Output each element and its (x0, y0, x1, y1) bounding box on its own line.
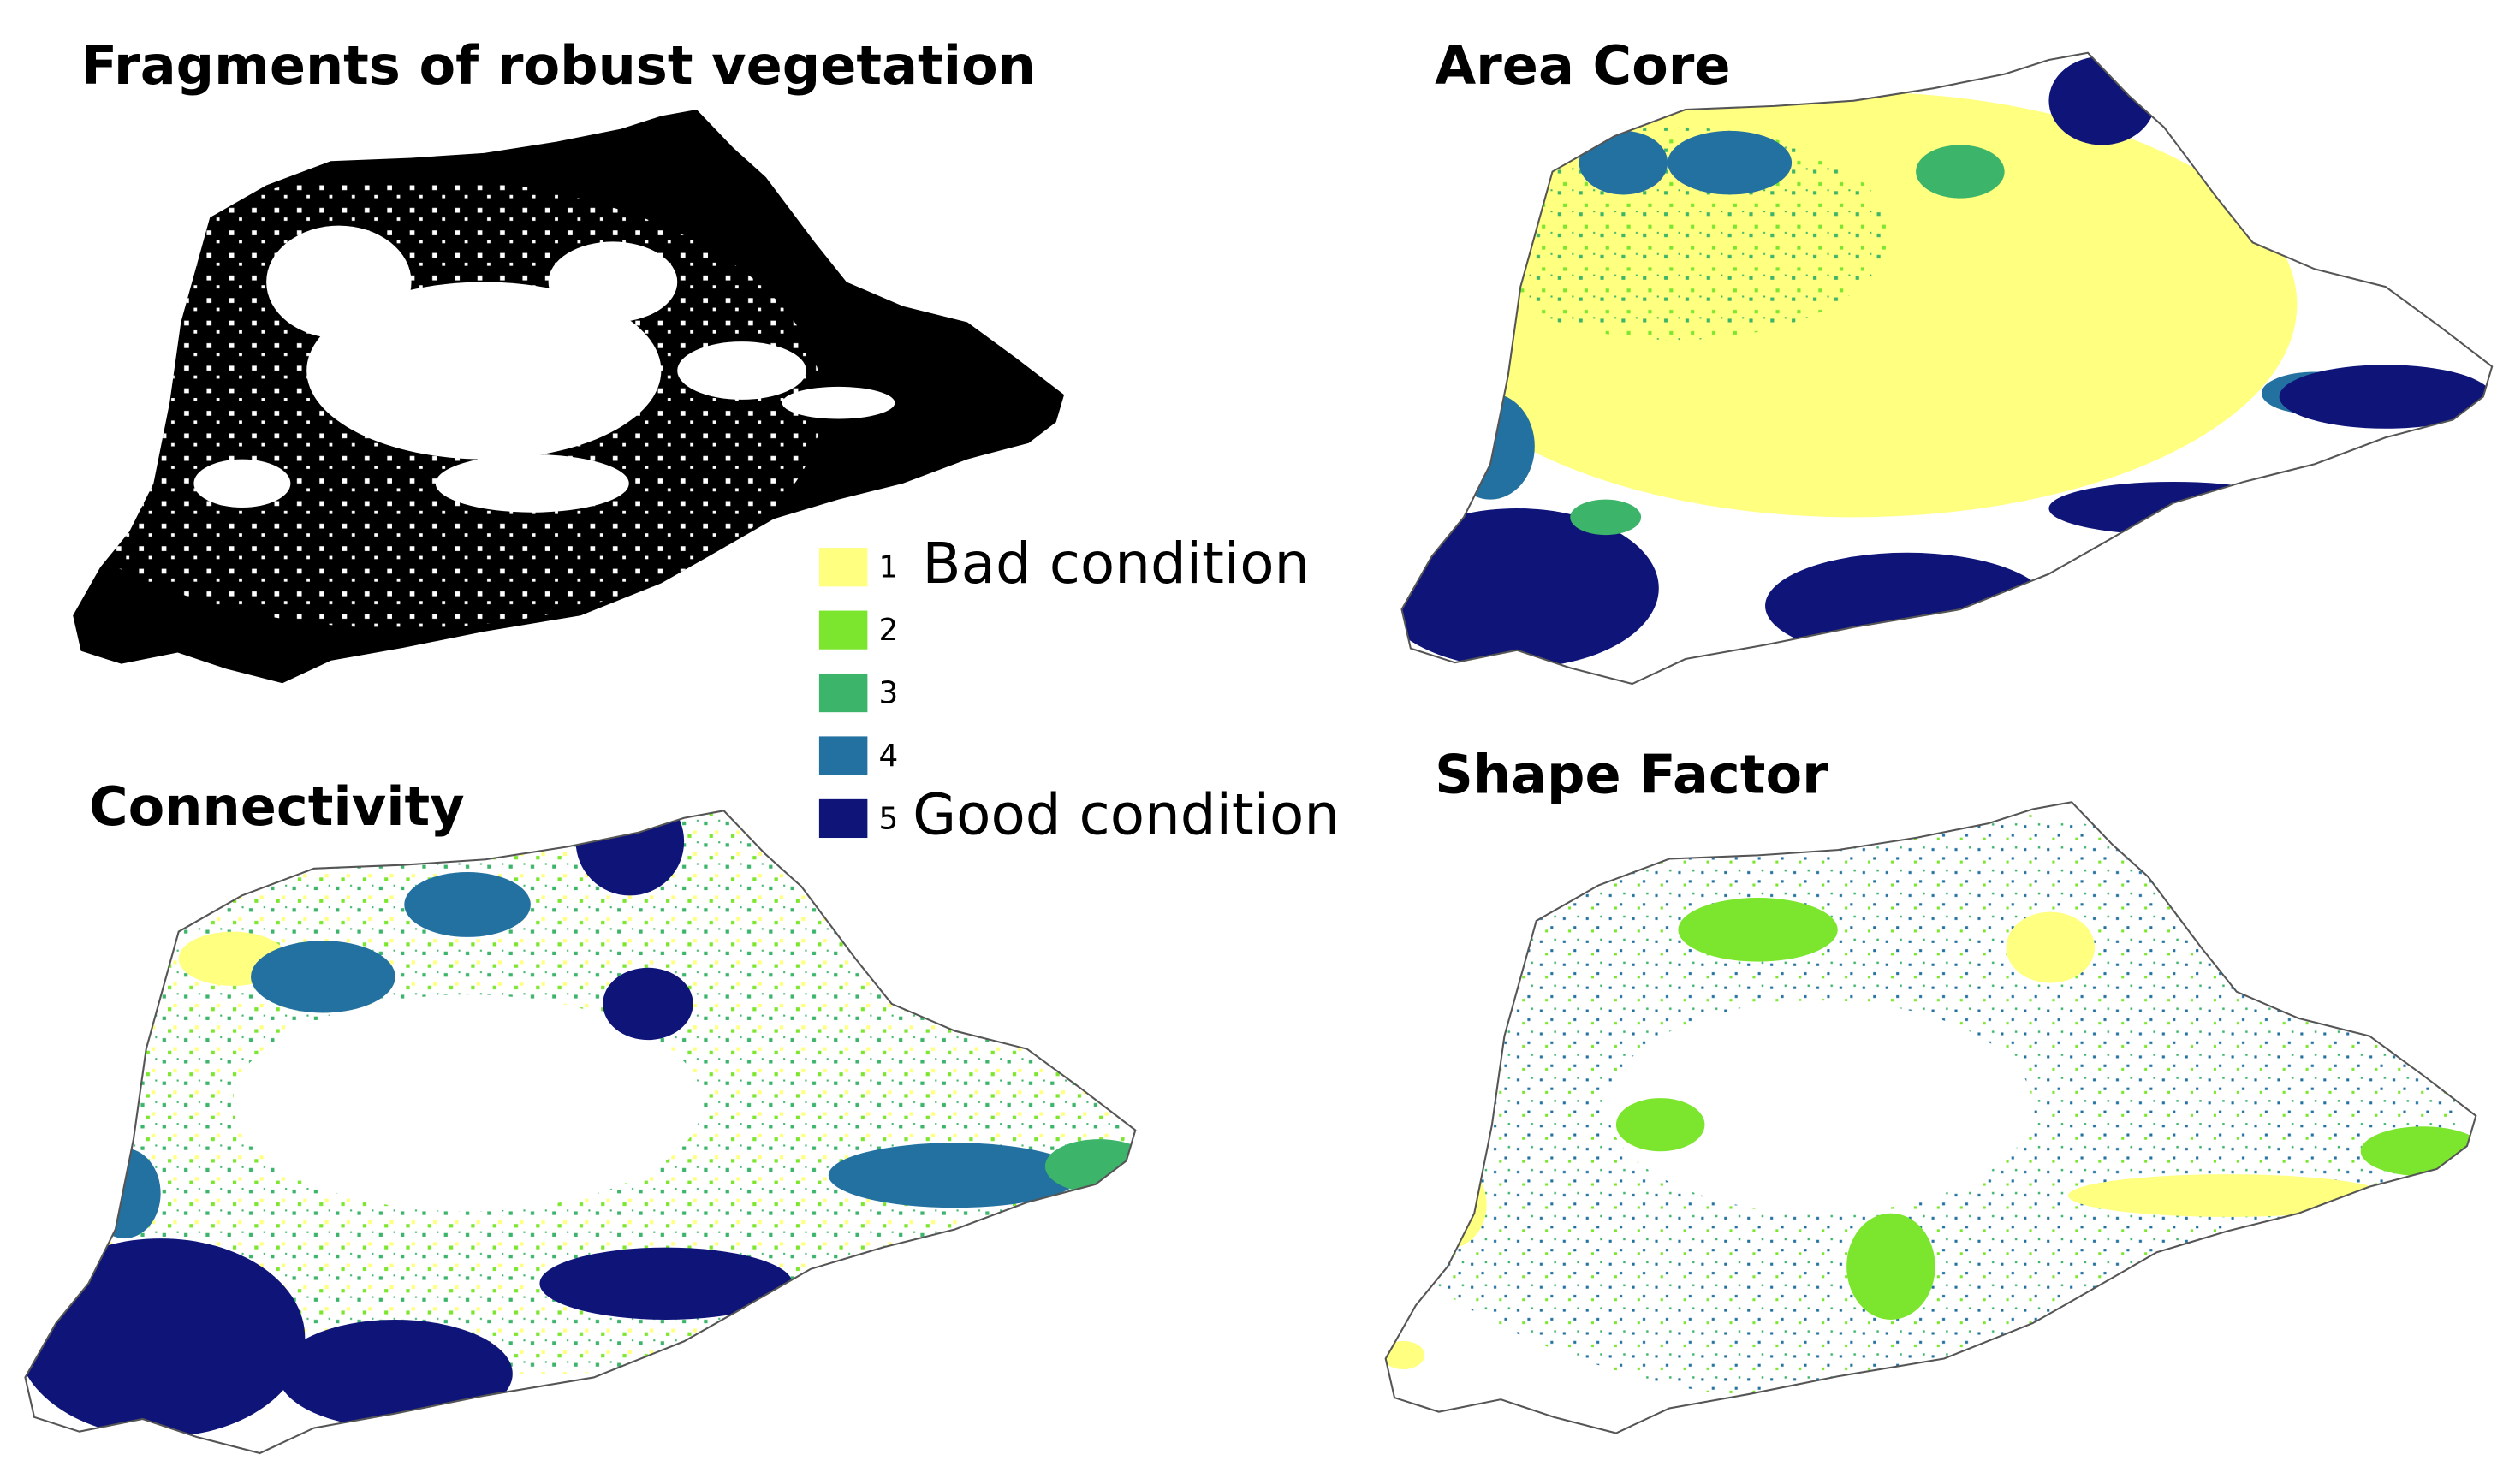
map (24, 810, 1137, 1455)
map-patch (1615, 1098, 1705, 1152)
legend-swatch (818, 548, 868, 587)
map (1384, 801, 2477, 1434)
map-patch (2048, 481, 2298, 536)
map-patch (1044, 1139, 1136, 1194)
map-patch (73, 177, 823, 629)
panel-title: Connectivity (89, 775, 465, 838)
map-patch (828, 1143, 1082, 1208)
legend-swatch (818, 673, 868, 713)
legend-number: 1 (879, 550, 899, 585)
legend-swatch (818, 610, 868, 650)
legend-number: 5 (879, 801, 899, 836)
map-layer (25, 810, 1136, 1438)
map-patch (1678, 898, 1838, 962)
map-patch (1846, 1213, 1935, 1320)
legend-swatch (818, 736, 868, 775)
map-outline (1384, 801, 2477, 1434)
map-patch (1579, 130, 1668, 195)
map-patch (1446, 393, 1535, 500)
legend-swatch (818, 798, 868, 839)
map-patch (404, 872, 531, 937)
map-layer (73, 177, 895, 629)
map-patch (1765, 552, 2049, 660)
map-outline (24, 810, 1137, 1455)
map-patch (1570, 499, 1642, 536)
panel-title: Area Core (1435, 34, 1730, 97)
map-patch (1385, 1340, 1425, 1369)
panel-title: Shape Factor (1435, 743, 1828, 805)
map-patch (1916, 145, 2005, 199)
map-patch (2048, 56, 2155, 145)
maps (24, 51, 2494, 1455)
map-patch (539, 1247, 793, 1320)
map-patch (1408, 1160, 1487, 1250)
panel-title: Fragments of robust vegetation (81, 34, 1036, 97)
legend-high-label: Good condition (913, 781, 1340, 847)
map-patch (2360, 1126, 2476, 1177)
map-patch (88, 1148, 161, 1239)
map (73, 110, 1065, 684)
map-patch (1607, 1000, 2033, 1214)
map-patch (2068, 1174, 2387, 1217)
map-patch (2279, 365, 2493, 429)
map-outline (1400, 51, 2494, 686)
legend-number: 2 (879, 613, 899, 648)
legend-low-label: Bad condition (922, 531, 1310, 597)
map-patch (1463, 127, 1890, 341)
map-patch (277, 1319, 513, 1428)
map-patch (603, 967, 693, 1041)
map-patch (1668, 130, 1793, 195)
map-patch (2006, 911, 2096, 983)
map-patch (25, 1238, 306, 1438)
map (1400, 51, 2494, 686)
map-patch (251, 941, 395, 1013)
legend-number: 3 (879, 675, 899, 710)
legend: 1 2 3 4 5 Bad condition Good condition (818, 531, 1340, 847)
map-patch (1734, 1415, 1763, 1434)
map-patch (1401, 508, 1659, 668)
legend-number: 4 (879, 739, 899, 774)
map-patch (232, 994, 703, 1212)
